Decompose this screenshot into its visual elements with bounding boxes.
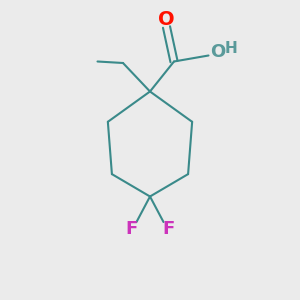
- Text: F: F: [125, 220, 137, 238]
- Text: F: F: [163, 220, 175, 238]
- Text: O: O: [210, 44, 225, 62]
- Text: H: H: [225, 41, 238, 56]
- Text: O: O: [158, 10, 175, 29]
